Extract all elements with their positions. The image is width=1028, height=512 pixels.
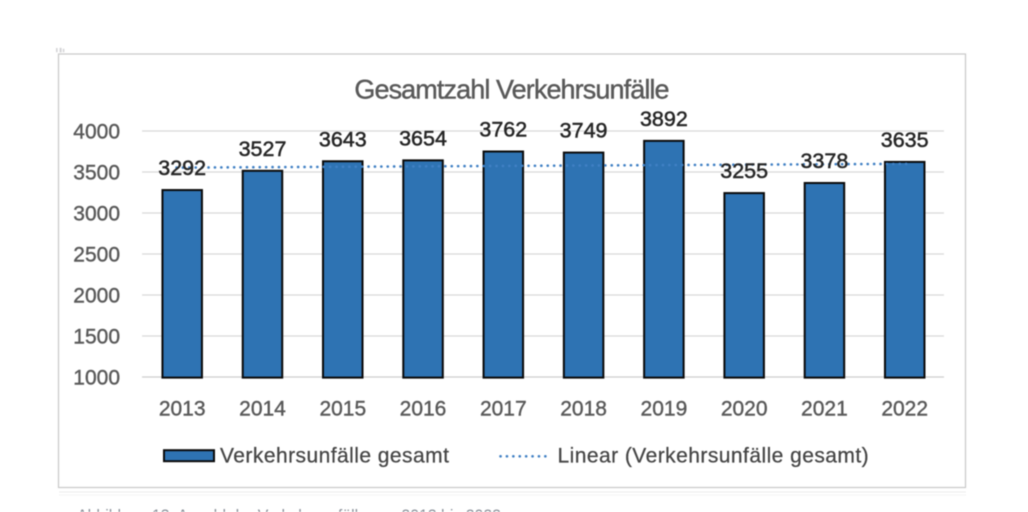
svg-text:4000: 4000 bbox=[73, 121, 120, 144]
svg-text:3643: 3643 bbox=[319, 127, 367, 151]
svg-text:3762: 3762 bbox=[479, 118, 527, 142]
svg-text:2013: 2013 bbox=[159, 398, 206, 421]
svg-text:Gesamtzahl Verkehrsunfälle: Gesamtzahl Verkehrsunfälle bbox=[354, 75, 668, 105]
svg-text:3635: 3635 bbox=[881, 128, 929, 152]
svg-text:2019: 2019 bbox=[641, 398, 688, 421]
svg-text:2500: 2500 bbox=[73, 244, 120, 267]
svg-text:2017: 2017 bbox=[480, 398, 527, 421]
svg-text:2021: 2021 bbox=[801, 398, 848, 421]
svg-text:3527: 3527 bbox=[239, 137, 287, 161]
svg-text:3292: 3292 bbox=[158, 156, 206, 180]
svg-text:1000: 1000 bbox=[73, 367, 120, 390]
svg-text:3500: 3500 bbox=[73, 162, 120, 185]
svg-text:2018: 2018 bbox=[560, 398, 607, 421]
svg-text:2000: 2000 bbox=[73, 285, 120, 308]
svg-text:2014: 2014 bbox=[239, 398, 286, 421]
svg-text:3000: 3000 bbox=[73, 203, 120, 226]
svg-text:Linear (Verkehrsunfälle gesamt: Linear (Verkehrsunfälle gesamt) bbox=[558, 445, 870, 468]
svg-text:2020: 2020 bbox=[721, 398, 768, 421]
svg-text:3892: 3892 bbox=[640, 107, 688, 131]
svg-text:Verkehrsunfälle gesamt: Verkehrsunfälle gesamt bbox=[220, 445, 449, 468]
svg-text:2015: 2015 bbox=[319, 398, 366, 421]
svg-text:2016: 2016 bbox=[400, 398, 447, 421]
svg-text:Abbildung 13: Anzahl der Verke: Abbildung 13: Anzahl der Verkehrsunfälle… bbox=[77, 506, 501, 512]
svg-text:3654: 3654 bbox=[399, 126, 447, 150]
svg-text:3378: 3378 bbox=[800, 149, 848, 173]
svg-text:3749: 3749 bbox=[560, 119, 608, 143]
svg-text:3255: 3255 bbox=[720, 159, 768, 183]
svg-text:2022: 2022 bbox=[881, 398, 928, 421]
svg-text:1500: 1500 bbox=[73, 326, 120, 349]
